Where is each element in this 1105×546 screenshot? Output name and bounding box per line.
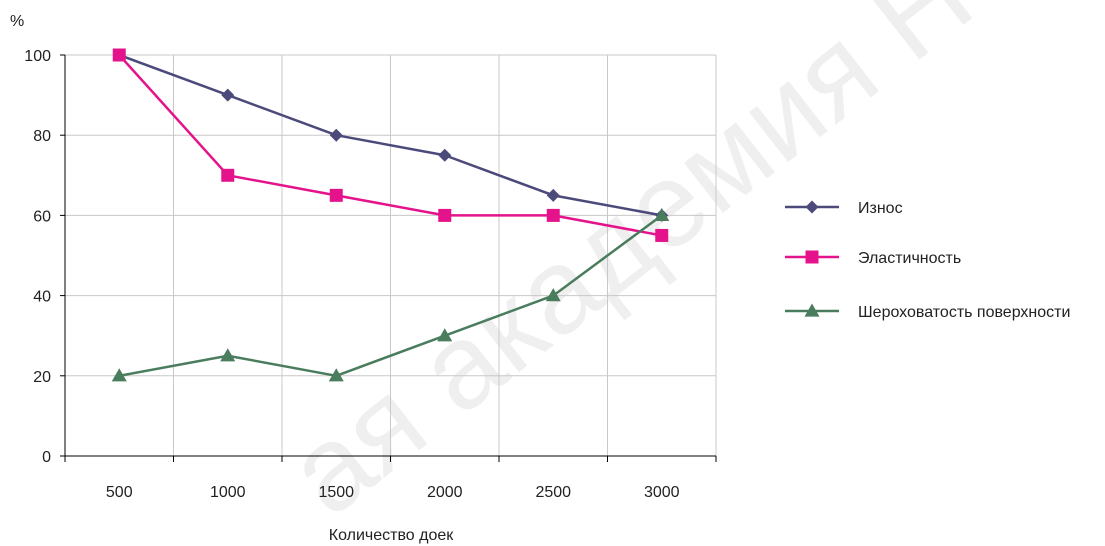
x-axis-label: Количество доек <box>329 527 455 544</box>
data-point <box>112 48 126 62</box>
data-point <box>328 368 344 382</box>
series-line <box>119 214 663 378</box>
axes: % Количество доек 0 20 40 60 80 100 500 1000 150… <box>10 13 717 544</box>
x-tick-label: 500 <box>106 484 133 501</box>
data-point <box>220 348 236 362</box>
data-point <box>654 207 670 222</box>
x-tick-label: 3000 <box>644 484 680 501</box>
y-tick-label: 40 <box>33 289 51 306</box>
series-3 <box>111 207 670 382</box>
x-tick-label: 1000 <box>210 484 246 501</box>
y-axis-label: % <box>10 13 24 30</box>
data-point <box>329 188 343 202</box>
x-tick-label: 2000 <box>427 484 463 501</box>
data-point <box>655 228 669 242</box>
legend-marker <box>805 250 819 264</box>
y-tick-label: 80 <box>33 128 51 145</box>
data-point <box>546 208 560 222</box>
series-line <box>118 54 662 237</box>
legend-label: Износ <box>858 200 903 217</box>
watermark-text: ая академия Н <box>264 0 997 540</box>
data-point <box>438 208 452 222</box>
data-point <box>111 368 127 382</box>
data-point <box>221 88 235 102</box>
grid <box>65 54 717 456</box>
y-tick-label: 100 <box>24 48 51 65</box>
legend-marker <box>805 200 819 214</box>
legend-item: Износ <box>785 200 903 217</box>
x-tick-label: 1500 <box>318 484 354 501</box>
legend-item: Эластичность <box>785 250 961 267</box>
data-point <box>546 188 560 202</box>
legend-label: Эластичность <box>858 250 961 267</box>
data-point <box>438 148 452 162</box>
y-tick-label: 60 <box>33 208 51 225</box>
y-tick-label: 0 <box>42 449 51 466</box>
legend-label: Шероховатость поверхности <box>858 304 1070 321</box>
y-tick-label: 20 <box>33 369 51 386</box>
legend-item: Шероховатость поверхности <box>785 303 1070 321</box>
data-point <box>329 128 343 142</box>
legend: Износ Эластичность Шероховатость поверхнос… <box>785 200 1070 321</box>
data-point <box>221 168 235 182</box>
data-point <box>545 288 561 302</box>
series-line <box>118 53 662 217</box>
legend-marker <box>804 303 820 317</box>
data-point <box>437 328 453 342</box>
x-tick-label: 2500 <box>535 484 571 501</box>
series-lines <box>111 48 670 382</box>
watermark: ая академия Н <box>264 0 997 540</box>
series-2 <box>112 48 669 242</box>
